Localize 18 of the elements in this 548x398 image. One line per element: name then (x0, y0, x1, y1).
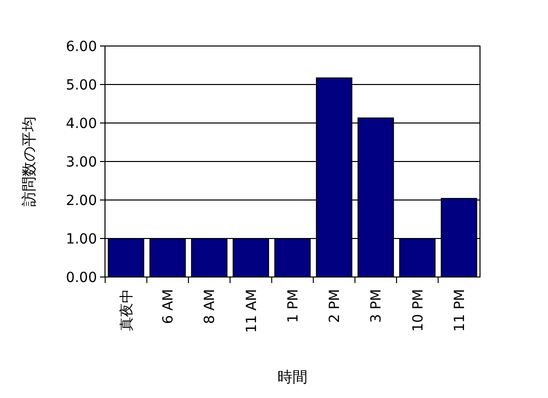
y-tick-label: 2.00 (66, 192, 97, 209)
y-axis-title: 訪問数の平均 (20, 116, 38, 206)
y-tick-label: 0.00 (66, 270, 97, 286)
y-tick-label: 5.00 (66, 77, 97, 94)
y-tick-label: 4.00 (66, 116, 97, 132)
x-tick-label: 1 PM (285, 289, 302, 323)
x-tick-label: 2 PM (327, 289, 344, 323)
x-tick-label: 3 PM (368, 289, 385, 323)
y-tick-label: 1.00 (66, 231, 97, 248)
x-tick-label: 6 AM (160, 289, 177, 324)
x-tick-label: 8 AM (202, 289, 218, 324)
x-axis-title: 時間 (278, 368, 308, 386)
y-tick-label: 3.00 (66, 154, 97, 170)
x-tick-label: 真夜中 (118, 289, 135, 331)
y-tick-label: 6.00 (66, 38, 97, 55)
x-tick-label: 10 PM (410, 289, 426, 332)
x-tick-label: 11 PM (452, 289, 468, 332)
x-tick-label: 11 AM (244, 289, 260, 333)
